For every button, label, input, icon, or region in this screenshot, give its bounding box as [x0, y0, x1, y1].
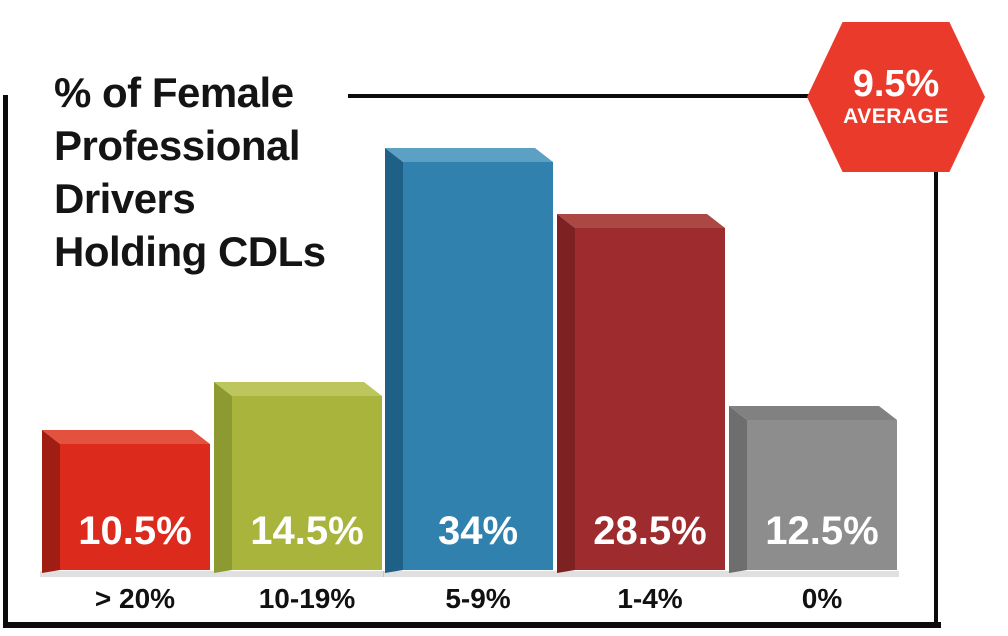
bar-top-face-3	[557, 214, 725, 228]
bar-top-face-1	[214, 382, 382, 396]
bar-shadow-1	[212, 571, 384, 577]
bar-value-label: 10.5%	[78, 509, 192, 553]
bar-side-face-4	[729, 406, 747, 573]
chart-title: % of Female Professional Drivers Holding…	[54, 69, 326, 275]
bar-front-face-2	[403, 162, 553, 570]
bar-top-face-2	[385, 148, 553, 162]
bar-top-face-0	[42, 430, 210, 444]
bar-category-label: 10-19%	[258, 583, 356, 614]
bar-category-label: 1-4%	[617, 583, 683, 614]
bar-value-label: 14.5%	[250, 509, 364, 553]
bar-top-face-4	[729, 406, 897, 420]
bar-value-label: 12.5%	[765, 509, 879, 553]
average-hexagon-badge: 9.5% AVERAGE	[807, 22, 985, 172]
bar-front-face-3	[575, 228, 725, 570]
title-to-badge-connector-line	[348, 94, 826, 98]
frame-right-border	[934, 168, 938, 628]
bar-value-label: 34%	[437, 509, 519, 553]
bar-side-face-2	[385, 148, 403, 573]
bar-front-face-4	[747, 420, 897, 570]
bar-value-label: 28.5%	[593, 509, 707, 553]
bar-category-label: 5-9%	[445, 583, 511, 614]
bar-category-label: > 20%	[94, 583, 176, 614]
bar-shadow-0	[40, 571, 212, 577]
bar-side-face-0	[42, 430, 60, 573]
bar-shadow-3	[555, 571, 727, 577]
bar-front-face-0	[60, 444, 210, 570]
bar-front-face-1	[232, 396, 382, 570]
bar-shadow-4	[727, 571, 899, 577]
average-value: 9.5%	[852, 63, 940, 105]
bar-category-label: 0%	[801, 583, 843, 614]
frame-bottom-border	[3, 622, 941, 628]
frame-left-border	[3, 95, 8, 628]
average-label: AVERAGE	[843, 105, 949, 128]
bar-shadow-2	[383, 571, 555, 577]
bar-side-face-1	[214, 382, 232, 573]
bar-side-face-3	[557, 214, 575, 573]
